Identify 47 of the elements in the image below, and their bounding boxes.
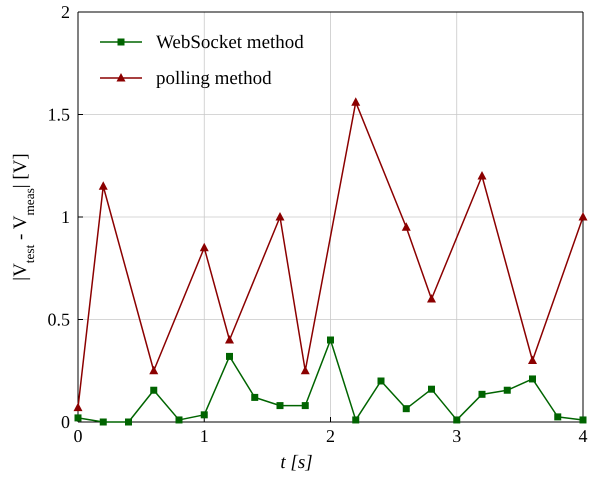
point: [226, 352, 233, 360]
point: [251, 394, 258, 401]
point: [352, 416, 360, 424]
point: [200, 411, 208, 418]
point: [428, 386, 435, 393]
point: [478, 390, 486, 398]
point: [276, 402, 284, 410]
point: [578, 212, 588, 220]
x-axis-title: t [s]: [280, 452, 313, 473]
point: [402, 222, 411, 231]
y-tick-label: 0: [61, 412, 70, 432]
point: [300, 366, 310, 374]
point: [150, 386, 158, 394]
y-tick-label: 1: [61, 207, 70, 227]
point: [478, 171, 486, 180]
point: [302, 402, 309, 410]
point: [554, 413, 562, 420]
y-tick-label: 1.5: [48, 104, 70, 124]
legend-label: WebSocket method: [156, 32, 304, 53]
x-tick-label: 3: [452, 426, 462, 446]
point: [528, 356, 537, 364]
point: [74, 414, 82, 422]
point: [149, 366, 158, 374]
x-tick-label: 2: [326, 426, 335, 446]
y-tick-label: 0.5: [48, 310, 70, 330]
point: [74, 402, 82, 412]
point: [225, 335, 234, 344]
point: [351, 97, 360, 106]
point: [427, 294, 436, 302]
point: [580, 416, 586, 424]
point: [276, 212, 284, 220]
y-tick-label: 2: [61, 2, 70, 22]
point: [327, 336, 334, 344]
x-tick-label: 1: [200, 426, 209, 446]
point: [378, 378, 384, 384]
point: [100, 418, 107, 426]
point: [98, 181, 108, 190]
point: [176, 416, 182, 424]
point: [402, 405, 410, 412]
point: [529, 375, 536, 382]
x-tick-label: 0: [74, 426, 82, 446]
legend-label: polling method: [156, 68, 272, 89]
point: [504, 386, 511, 394]
point: [200, 242, 209, 252]
point: [453, 416, 460, 424]
x-tick-label: 4: [578, 426, 588, 446]
point: [125, 418, 132, 426]
